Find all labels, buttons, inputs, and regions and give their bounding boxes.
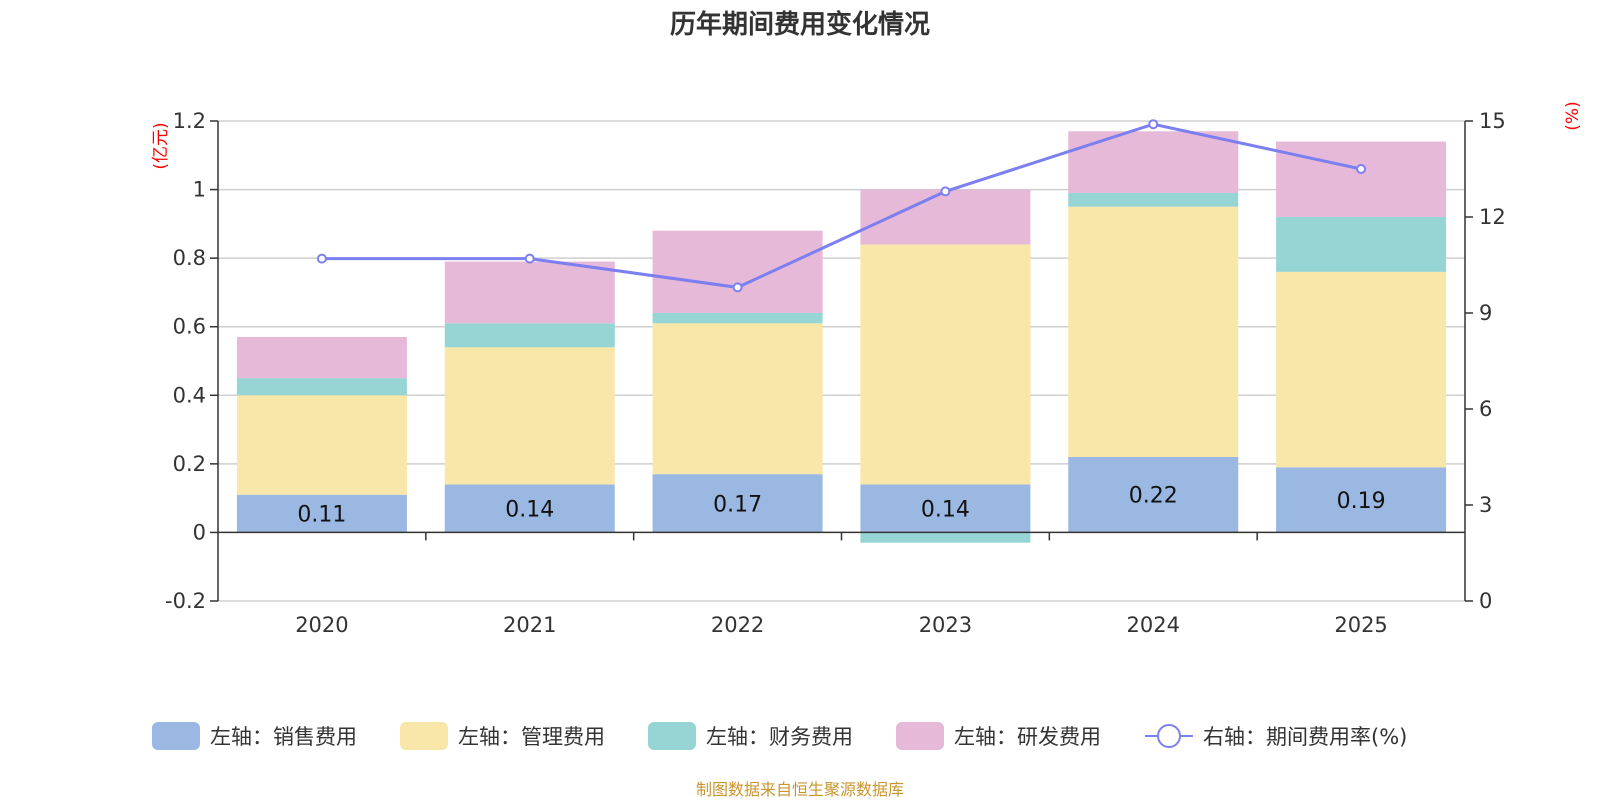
bar-series1-2021 [444,347,615,485]
right-tick-label: 3 [1479,493,1492,517]
bar-series3-2025 [1276,141,1447,217]
right-axis-unit: (%) [1563,101,1583,130]
bar-layer [236,131,1447,543]
left-tick-label: 0.2 [173,452,206,476]
category-label: 2023 [919,613,972,637]
bar-series3-2024 [1068,131,1239,193]
bar-series1-2020 [236,395,407,495]
expense-rate-point-2020 [316,253,327,264]
bar-series2-2025 [1276,217,1447,272]
right-tick-label: 6 [1479,397,1492,421]
chart-title: 历年期间费用变化情况 [670,9,930,40]
bar-series1-2025 [1276,271,1447,468]
expense-rate-line [321,122,1362,289]
legend-swatch [648,722,696,750]
bar-series0-2022 [652,474,823,533]
right-tick-label: 15 [1479,109,1506,133]
bar-series0-2020 [236,494,407,533]
bar-series2-2021 [444,323,615,348]
bar-series1-2024 [1068,206,1239,457]
expense-rate-point-2024 [1148,119,1159,130]
axis-layer: -0.2 0 0.2 0.4 0.6 0.8 1 1.2 0 3 6 9 12 15 2020 2021 202… [165,109,1506,637]
data-label-layer: 0.11 0.14 0.17 0.14 0.22 0.19 [297,484,1385,528]
legend-label: 左轴：研发费用 [954,725,1101,749]
legend-swatch [152,722,200,750]
category-label: 2020 [295,613,348,637]
bar-series3-2022 [652,230,823,313]
left-tick-label: 1.2 [173,109,206,133]
expense-rate-point-2021 [524,253,535,264]
category-label: 2022 [711,613,764,637]
source-note: 制图数据来自恒生聚源数据库 [696,780,904,799]
left-axis-unit: (亿元) [151,122,171,169]
legend-label: 左轴：管理费用 [458,725,605,749]
bar-data-label: 0.14 [921,497,970,522]
bar-data-label: 0.19 [1337,489,1386,514]
bar-series2-2023 [860,532,1031,543]
legend-marker-icon [1157,724,1181,748]
left-tick-label: 1 [193,178,206,202]
legend-swatch [400,722,448,750]
expense-rate-point-2025 [1356,164,1367,174]
left-tick-label: 0.8 [173,246,206,270]
legend-label: 左轴：财务费用 [706,725,853,749]
bar-data-label: 0.14 [505,497,554,522]
legend-swatch [896,722,944,750]
bar-series3-2021 [444,261,615,324]
category-label: 2021 [503,613,556,637]
left-tick-label: 0.4 [173,383,206,407]
legend-label: 右轴：期间费用率(%) [1203,725,1407,749]
bar-series2-2022 [652,313,823,324]
category-label: 2024 [1127,613,1180,637]
bar-series3-2023 [860,189,1031,245]
legend-label: 左轴：销售费用 [210,725,357,749]
bar-series2-2020 [236,378,407,396]
bar-series0-2023 [860,484,1031,533]
bar-data-label: 0.11 [297,503,346,528]
category-label: 2025 [1334,613,1387,637]
bar-data-label: 0.22 [1129,484,1178,509]
legend: 左轴：销售费用 左轴：管理费用 左轴：财务费用 左轴：研发费用 右轴：期间费用率(%) [152,722,1407,750]
bar-series1-2022 [652,323,823,475]
right-tick-label: 12 [1479,205,1506,229]
line-layer [316,119,1367,293]
left-tick-label: -0.2 [165,589,206,613]
bar-data-label: 0.17 [713,492,762,517]
left-tick-label: 0.6 [173,315,206,339]
bar-series0-2021 [444,484,615,533]
right-tick-label: 9 [1479,301,1492,325]
bar-series3-2020 [236,337,407,379]
bar-series1-2023 [860,244,1031,485]
bar-series0-2025 [1276,467,1447,533]
expense-rate-point-2023 [940,186,951,197]
bar-series2-2024 [1068,193,1239,207]
bar-series0-2024 [1068,457,1239,533]
expense-rate-point-2022 [732,282,743,293]
right-tick-label: 0 [1479,589,1492,613]
left-tick-label: 0 [193,520,206,544]
